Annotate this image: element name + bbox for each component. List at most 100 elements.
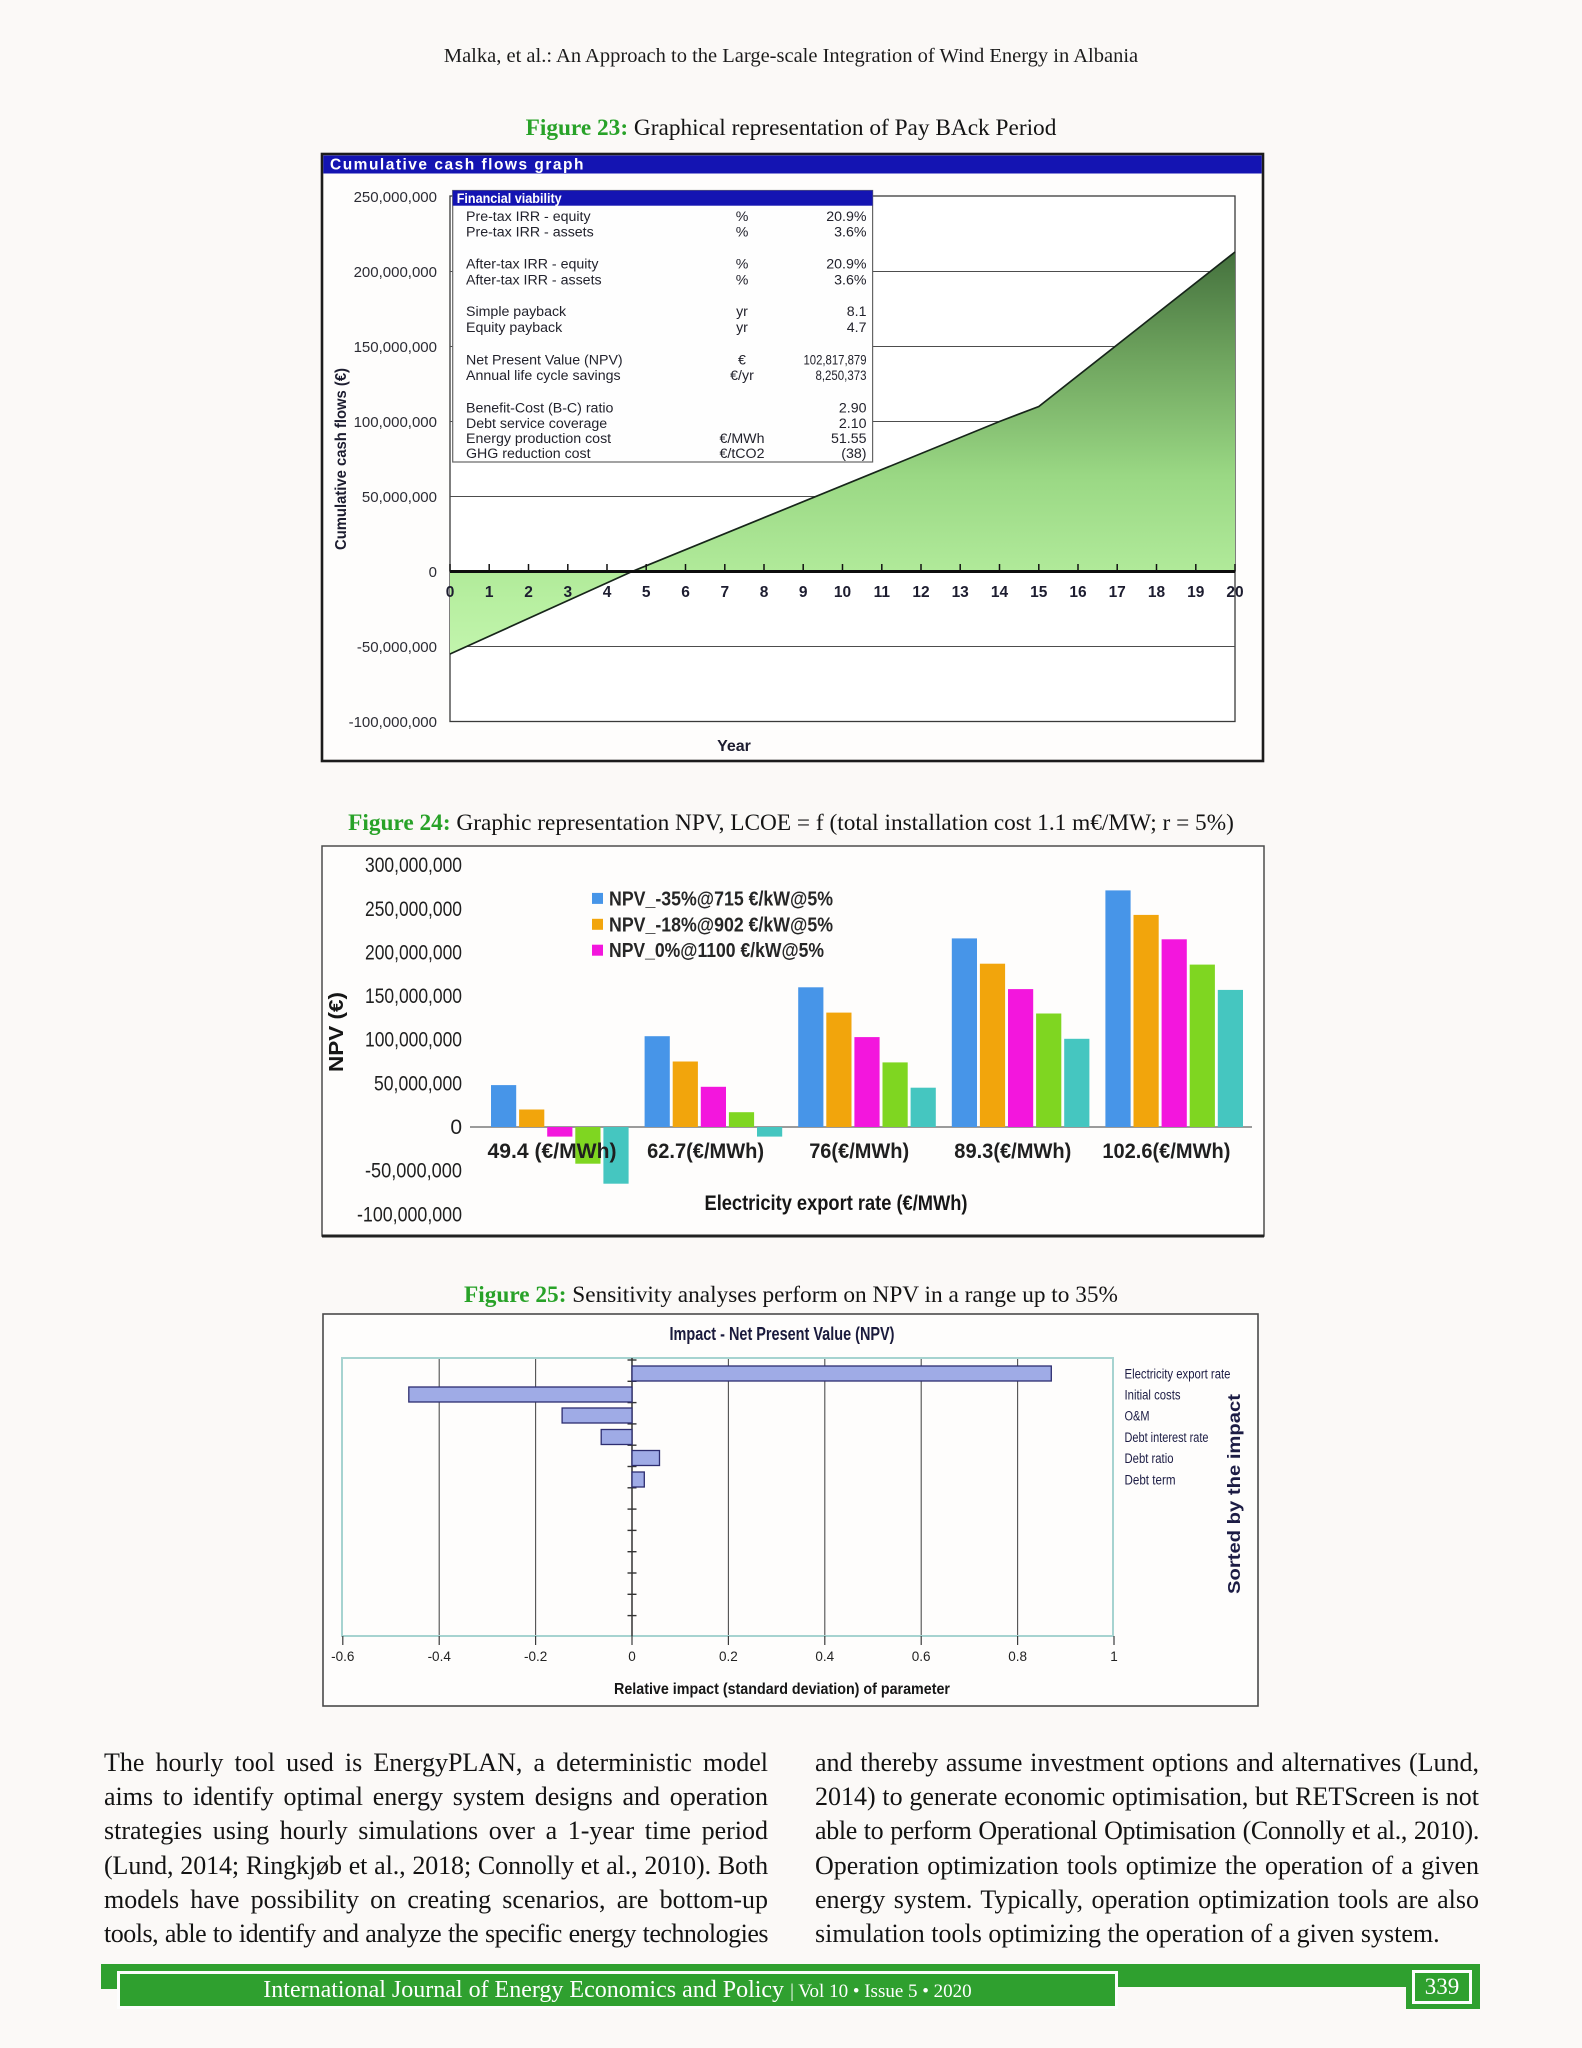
svg-text:0.6: 0.6: [912, 1649, 931, 1664]
svg-text:102.6(€/MWh): 102.6(€/MWh): [1102, 1140, 1230, 1163]
svg-text:3.6%: 3.6%: [834, 272, 867, 288]
svg-text:-0.6: -0.6: [331, 1649, 354, 1664]
svg-text:0: 0: [429, 564, 437, 581]
svg-text:102,817,879: 102,817,879: [804, 352, 867, 368]
svg-text:89.3(€/MWh): 89.3(€/MWh): [954, 1140, 1071, 1163]
svg-text:Debt term: Debt term: [1125, 1472, 1176, 1487]
svg-text:-100,000,000: -100,000,000: [349, 714, 437, 731]
svg-text:300,000,000: 300,000,000: [365, 854, 462, 877]
svg-text:1: 1: [1110, 1649, 1118, 1664]
svg-text:0: 0: [446, 584, 455, 601]
svg-text:1: 1: [485, 584, 494, 601]
svg-text:NPV_0%@1100 €/kW@5%: NPV_0%@1100 €/kW@5%: [609, 940, 824, 962]
svg-text:€/yr: €/yr: [730, 368, 754, 384]
svg-text:100,000,000: 100,000,000: [365, 1029, 462, 1052]
svg-text:Cumulative cash flows graph: Cumulative cash flows graph: [330, 157, 585, 174]
svg-text:Annual life cycle savings: Annual life cycle savings: [466, 368, 621, 384]
svg-text:NPV_-35%@715 €/kW@5%: NPV_-35%@715 €/kW@5%: [609, 888, 833, 910]
svg-text:3.6%: 3.6%: [834, 225, 867, 241]
svg-text:49.4 (€/MWh): 49.4 (€/MWh): [488, 1140, 617, 1163]
svg-text:Impact - Net Present Value (NP: Impact - Net Present Value (NPV): [670, 1324, 895, 1344]
svg-text:50,000,000: 50,000,000: [374, 1072, 462, 1095]
svg-text:GHG reduction cost: GHG reduction cost: [466, 446, 591, 462]
svg-text:%: %: [736, 225, 749, 241]
svg-text:0.4: 0.4: [815, 1649, 834, 1664]
svg-text:%: %: [736, 272, 749, 288]
svg-text:Initial costs: Initial costs: [1125, 1387, 1181, 1402]
svg-text:8,250,373: 8,250,373: [816, 368, 867, 384]
svg-text:Sorted by the impact: Sorted by the impact: [1224, 1394, 1244, 1594]
svg-text:€/tCO2: €/tCO2: [720, 446, 765, 462]
svg-text:15: 15: [1030, 584, 1048, 601]
svg-text:€/MWh: €/MWh: [720, 431, 765, 447]
svg-text:6: 6: [681, 584, 690, 601]
svg-text:50,000,000: 50,000,000: [362, 489, 437, 506]
svg-text:150,000,000: 150,000,000: [354, 339, 437, 356]
svg-text:yr: yr: [736, 304, 748, 320]
svg-text:51.55: 51.55: [831, 431, 867, 447]
svg-text:16: 16: [1069, 584, 1087, 601]
svg-text:0: 0: [450, 1116, 462, 1139]
svg-text:%: %: [736, 257, 749, 273]
svg-text:Equity payback: Equity payback: [466, 320, 563, 336]
svg-text:After-tax IRR - assets: After-tax IRR - assets: [466, 272, 602, 288]
svg-text:Benefit-Cost (B-C) ratio: Benefit-Cost (B-C) ratio: [466, 401, 614, 417]
svg-text:8.1: 8.1: [847, 304, 867, 320]
svg-text:Cumulative cash flows (€): Cumulative cash flows (€): [333, 368, 350, 550]
svg-text:7: 7: [720, 584, 729, 601]
svg-text:11: 11: [874, 584, 891, 601]
svg-text:Debt ratio: Debt ratio: [1125, 1451, 1174, 1466]
svg-text:Debt interest rate: Debt interest rate: [1125, 1430, 1209, 1445]
svg-text:(38): (38): [841, 446, 866, 462]
svg-text:200,000,000: 200,000,000: [365, 941, 462, 964]
svg-text:8: 8: [760, 584, 769, 601]
svg-text:Pre-tax IRR - equity: Pre-tax IRR - equity: [466, 209, 591, 225]
svg-text:12: 12: [912, 584, 929, 601]
svg-text:9: 9: [799, 584, 808, 601]
svg-text:20.9%: 20.9%: [826, 257, 867, 273]
svg-text:76(€/MWh): 76(€/MWh): [809, 1140, 909, 1163]
svg-text:€: €: [738, 352, 746, 368]
svg-text:19: 19: [1187, 584, 1205, 601]
svg-text:After-tax IRR - equity: After-tax IRR - equity: [466, 257, 599, 273]
svg-text:18: 18: [1148, 584, 1166, 601]
svg-text:2.10: 2.10: [839, 416, 867, 432]
svg-text:3: 3: [563, 584, 572, 601]
svg-text:4.7: 4.7: [847, 320, 867, 336]
svg-text:4: 4: [603, 584, 612, 601]
svg-text:O&M: O&M: [1125, 1408, 1150, 1423]
svg-text:Electricity export rate (€/MWh: Electricity export rate (€/MWh): [705, 1192, 968, 1215]
svg-text:NPV (€): NPV (€): [326, 992, 348, 1072]
svg-text:62.7(€/MWh): 62.7(€/MWh): [647, 1140, 764, 1163]
svg-text:100,000,000: 100,000,000: [354, 414, 437, 431]
svg-text:14: 14: [991, 584, 1009, 601]
svg-text:-50,000,000: -50,000,000: [357, 639, 437, 656]
svg-text:5: 5: [642, 584, 651, 601]
svg-text:-0.2: -0.2: [524, 1649, 547, 1664]
svg-text:2: 2: [524, 584, 533, 601]
svg-text:Energy production cost: Energy production cost: [466, 431, 611, 447]
svg-text:20: 20: [1226, 584, 1243, 601]
svg-text:200,000,000: 200,000,000: [354, 264, 437, 281]
svg-text:Financial viability: Financial viability: [457, 191, 562, 206]
svg-text:Debt service coverage: Debt service coverage: [466, 416, 607, 432]
svg-text:20.9%: 20.9%: [826, 209, 867, 225]
svg-text:Pre-tax IRR - assets: Pre-tax IRR - assets: [466, 225, 594, 241]
svg-text:Year: Year: [717, 738, 751, 755]
svg-text:250,000,000: 250,000,000: [354, 189, 437, 206]
svg-text:Electricity export rate: Electricity export rate: [1125, 1366, 1231, 1381]
svg-text:-0.4: -0.4: [428, 1649, 452, 1664]
svg-text:10: 10: [834, 584, 851, 601]
svg-text:0.2: 0.2: [719, 1649, 738, 1664]
svg-text:0.8: 0.8: [1008, 1649, 1027, 1664]
svg-text:%: %: [736, 209, 749, 225]
svg-text:Simple payback: Simple payback: [466, 304, 567, 320]
svg-text:250,000,000: 250,000,000: [365, 898, 462, 921]
svg-text:-50,000,000: -50,000,000: [365, 1160, 462, 1183]
svg-text:150,000,000: 150,000,000: [365, 985, 462, 1008]
svg-text:13: 13: [952, 584, 970, 601]
svg-text:2.90: 2.90: [839, 401, 867, 417]
svg-text:-100,000,000: -100,000,000: [357, 1203, 462, 1226]
svg-text:Net Present Value (NPV): Net Present Value (NPV): [466, 352, 623, 368]
svg-text:Relative impact (standard devi: Relative impact (standard deviation) of …: [614, 1681, 950, 1698]
